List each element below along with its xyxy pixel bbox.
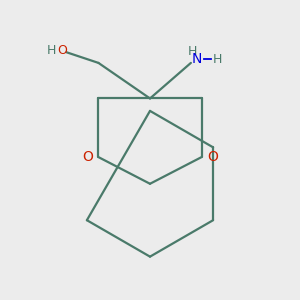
Text: O: O	[82, 150, 93, 164]
Text: H: H	[212, 53, 222, 66]
Text: O: O	[57, 44, 67, 57]
Text: H: H	[187, 45, 196, 58]
Text: O: O	[207, 150, 218, 164]
Text: N: N	[192, 52, 202, 66]
Text: H: H	[47, 44, 56, 57]
